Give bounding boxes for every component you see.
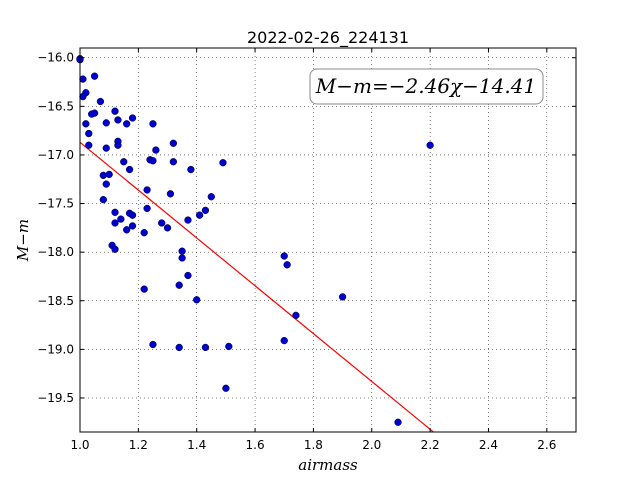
x-tick-label: 2.2 [421, 438, 440, 452]
data-point [105, 170, 113, 179]
grid [80, 48, 576, 432]
data-point [184, 216, 192, 224]
data-point [149, 340, 157, 349]
data-point [111, 107, 119, 115]
data-point [82, 120, 90, 128]
data-point [120, 158, 128, 166]
data-point [225, 342, 233, 351]
data-point [140, 285, 148, 293]
data-point [128, 211, 137, 219]
axis-ticks [79, 48, 576, 432]
data-point [201, 206, 210, 214]
x-tick-label: 1.6 [246, 438, 265, 452]
data-point [125, 165, 134, 174]
data-point [90, 109, 99, 117]
x-tick-label: 1.0 [70, 438, 89, 452]
data-point [166, 190, 175, 198]
data-point [99, 196, 107, 204]
y-tick-label: −19.0 [37, 342, 74, 356]
data-point [426, 141, 434, 149]
x-tick-label: 1.2 [129, 438, 148, 452]
data-point [128, 114, 137, 122]
data-point [82, 89, 90, 97]
data-point [338, 293, 347, 301]
data-point [178, 247, 186, 255]
y-axis-label: M−m [14, 219, 32, 262]
data-point [102, 180, 110, 188]
data-point [96, 97, 105, 106]
data-point [143, 204, 151, 213]
data-point [280, 252, 288, 260]
data-point [175, 281, 183, 289]
data-point [102, 119, 110, 127]
chart-title: 2022-02-26_224131 [247, 28, 409, 48]
data-point [114, 141, 122, 149]
plot-area [80, 48, 576, 432]
equation-box: M−m=−2.46χ−14.41 [309, 68, 544, 105]
data-point [123, 226, 131, 234]
y-tick-label: −16.0 [37, 51, 74, 65]
y-tick-labels: −16.0 −16.5 −17.0 −17.5 −18.0 −18.5 −19.0 −19.5 [37, 51, 74, 405]
x-tick-label: 2.6 [537, 438, 556, 452]
data-point [102, 144, 110, 152]
data-point [193, 296, 201, 304]
data-point [143, 186, 151, 194]
y-tick-label: −17.5 [37, 197, 74, 211]
data-point [201, 343, 210, 352]
data-points [76, 55, 434, 426]
fit-equation: M−m=−2.46χ−14.41 [315, 74, 536, 98]
x-tick-label: 2.0 [362, 438, 381, 452]
data-point [219, 159, 227, 167]
equation-box-frame [309, 68, 544, 105]
data-point [149, 157, 157, 165]
data-point [79, 75, 87, 83]
fit-line-group [79, 141, 434, 433]
data-point [152, 146, 160, 154]
data-point [195, 211, 204, 219]
data-point [117, 215, 125, 223]
data-point [187, 165, 195, 174]
y-tick-label: −19.5 [37, 391, 74, 405]
data-point [85, 141, 93, 149]
data-point [283, 261, 291, 269]
data-point [222, 384, 230, 392]
data-point [158, 219, 166, 227]
data-point [114, 116, 122, 124]
y-tick-label: −16.5 [37, 99, 74, 113]
plot-frame [79, 47, 577, 433]
y-tick-label: −18.0 [37, 245, 74, 259]
y-tick-label: −18.5 [37, 294, 74, 308]
data-point [111, 219, 119, 227]
x-tick-labels: 1.0 1.2 1.4 1.6 1.8 2.0 2.2 2.4 2.6 [70, 438, 556, 452]
data-point [178, 254, 186, 262]
data-point [90, 72, 99, 80]
data-point [394, 418, 402, 426]
data-point [207, 193, 215, 201]
data-point [140, 229, 148, 237]
data-point [85, 129, 93, 138]
y-tick-label: −17.0 [37, 148, 74, 162]
data-point [128, 222, 137, 230]
data-point [123, 120, 131, 128]
x-tick-label: 1.4 [187, 438, 206, 452]
x-tick-label: 2.4 [479, 438, 498, 452]
data-point [169, 158, 178, 166]
data-point [280, 336, 288, 345]
data-point [292, 311, 300, 319]
data-point [111, 245, 119, 253]
x-tick-label: 1.8 [304, 438, 323, 452]
data-point [149, 120, 157, 128]
data-point [163, 224, 172, 232]
data-point [184, 271, 192, 280]
fit-line [79, 141, 434, 433]
data-point [169, 139, 178, 147]
x-axis-label: airmass [298, 456, 358, 474]
data-point [111, 208, 119, 216]
data-point [175, 343, 183, 352]
